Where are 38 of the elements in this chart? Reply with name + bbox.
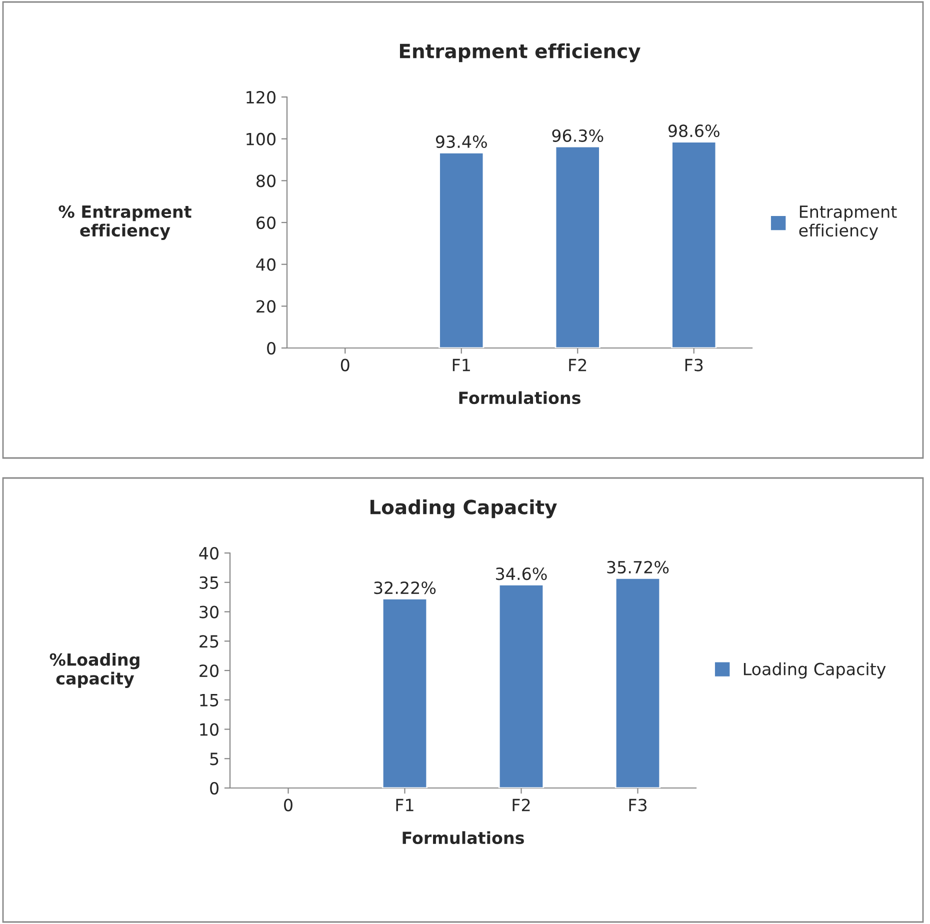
y-tick-label: 20 xyxy=(256,300,276,313)
y-axis-title: %Loading capacity xyxy=(50,652,140,688)
y-tick-label: 0 xyxy=(267,342,276,355)
x-tick-label: F1 xyxy=(452,358,470,372)
y-tick-label: 15 xyxy=(200,694,218,706)
data-label: 32.22% xyxy=(374,581,436,594)
y-tick-label: 40 xyxy=(256,258,276,271)
y-tick-label: 30 xyxy=(200,606,218,618)
x-tick-label: F1 xyxy=(396,798,414,812)
data-label: 98.6% xyxy=(668,124,720,138)
x-tick-label: 0 xyxy=(284,798,292,812)
x-axis-title: Formulations xyxy=(402,831,524,844)
y-tick-label: 25 xyxy=(200,635,218,648)
y-tick-label: 100 xyxy=(246,132,276,146)
chart-title: Entrapment efficiency xyxy=(400,43,640,62)
chart-title: Loading Capacity xyxy=(370,499,557,518)
x-tick-label: F3 xyxy=(629,798,647,812)
y-tick-label: 5 xyxy=(210,752,218,766)
y-tick-label: 0 xyxy=(210,782,218,795)
y-axis-title: % Entrapment efficiency xyxy=(58,205,192,240)
y-tick-label: 120 xyxy=(246,90,276,104)
x-tick-label: F2 xyxy=(512,798,530,812)
data-label: 96.3% xyxy=(552,129,604,142)
data-label: 35.72% xyxy=(607,560,669,574)
y-tick-label: 80 xyxy=(256,174,276,188)
data-label: 34.6% xyxy=(496,568,547,580)
y-tick-label: 35 xyxy=(200,576,218,589)
legend-label: Loading Capacity xyxy=(744,662,886,679)
x-tick-label: F2 xyxy=(569,358,586,372)
x-axis-title: Formulations xyxy=(459,391,580,404)
y-tick-label: 10 xyxy=(200,723,218,736)
legend-label: Entrapment efficiency xyxy=(799,206,897,240)
y-tick-label: 40 xyxy=(199,546,218,560)
x-tick-label: 0 xyxy=(340,358,350,372)
data-label: 93.4% xyxy=(436,135,487,148)
y-tick-label: 60 xyxy=(256,216,276,230)
x-tick-label: F3 xyxy=(685,358,703,372)
y-tick-label: 20 xyxy=(200,664,218,678)
